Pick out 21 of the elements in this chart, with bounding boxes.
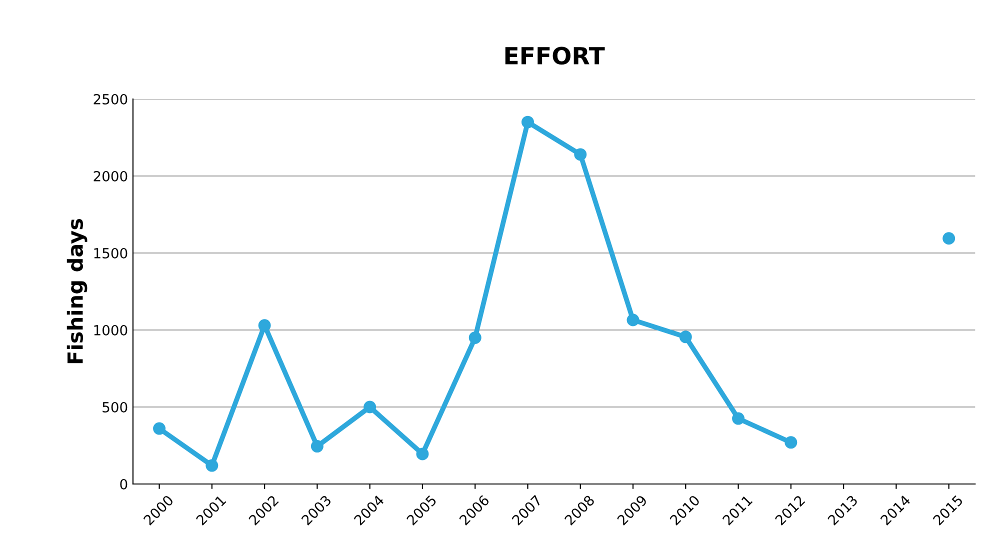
point xyxy=(416,448,429,460)
point xyxy=(732,412,745,425)
point xyxy=(574,148,587,161)
y-tick-label: 0 xyxy=(120,478,128,490)
point xyxy=(364,400,376,414)
point xyxy=(206,459,218,472)
y-tick-label: 1500 xyxy=(94,248,128,258)
point xyxy=(626,314,640,326)
point xyxy=(468,331,482,344)
point xyxy=(521,116,534,128)
y-tick-label: 2500 xyxy=(94,94,128,104)
y-axis-title: Fishing days xyxy=(66,218,88,364)
point xyxy=(679,330,692,344)
y-tick-label: 1000 xyxy=(94,324,128,336)
point xyxy=(310,440,324,453)
y-tick-label: 2000 xyxy=(94,170,128,182)
y-tick-label: 500 xyxy=(102,402,128,412)
point xyxy=(784,436,798,449)
chart-title: EFFORT xyxy=(505,46,605,65)
point xyxy=(942,232,956,245)
point xyxy=(153,422,166,435)
